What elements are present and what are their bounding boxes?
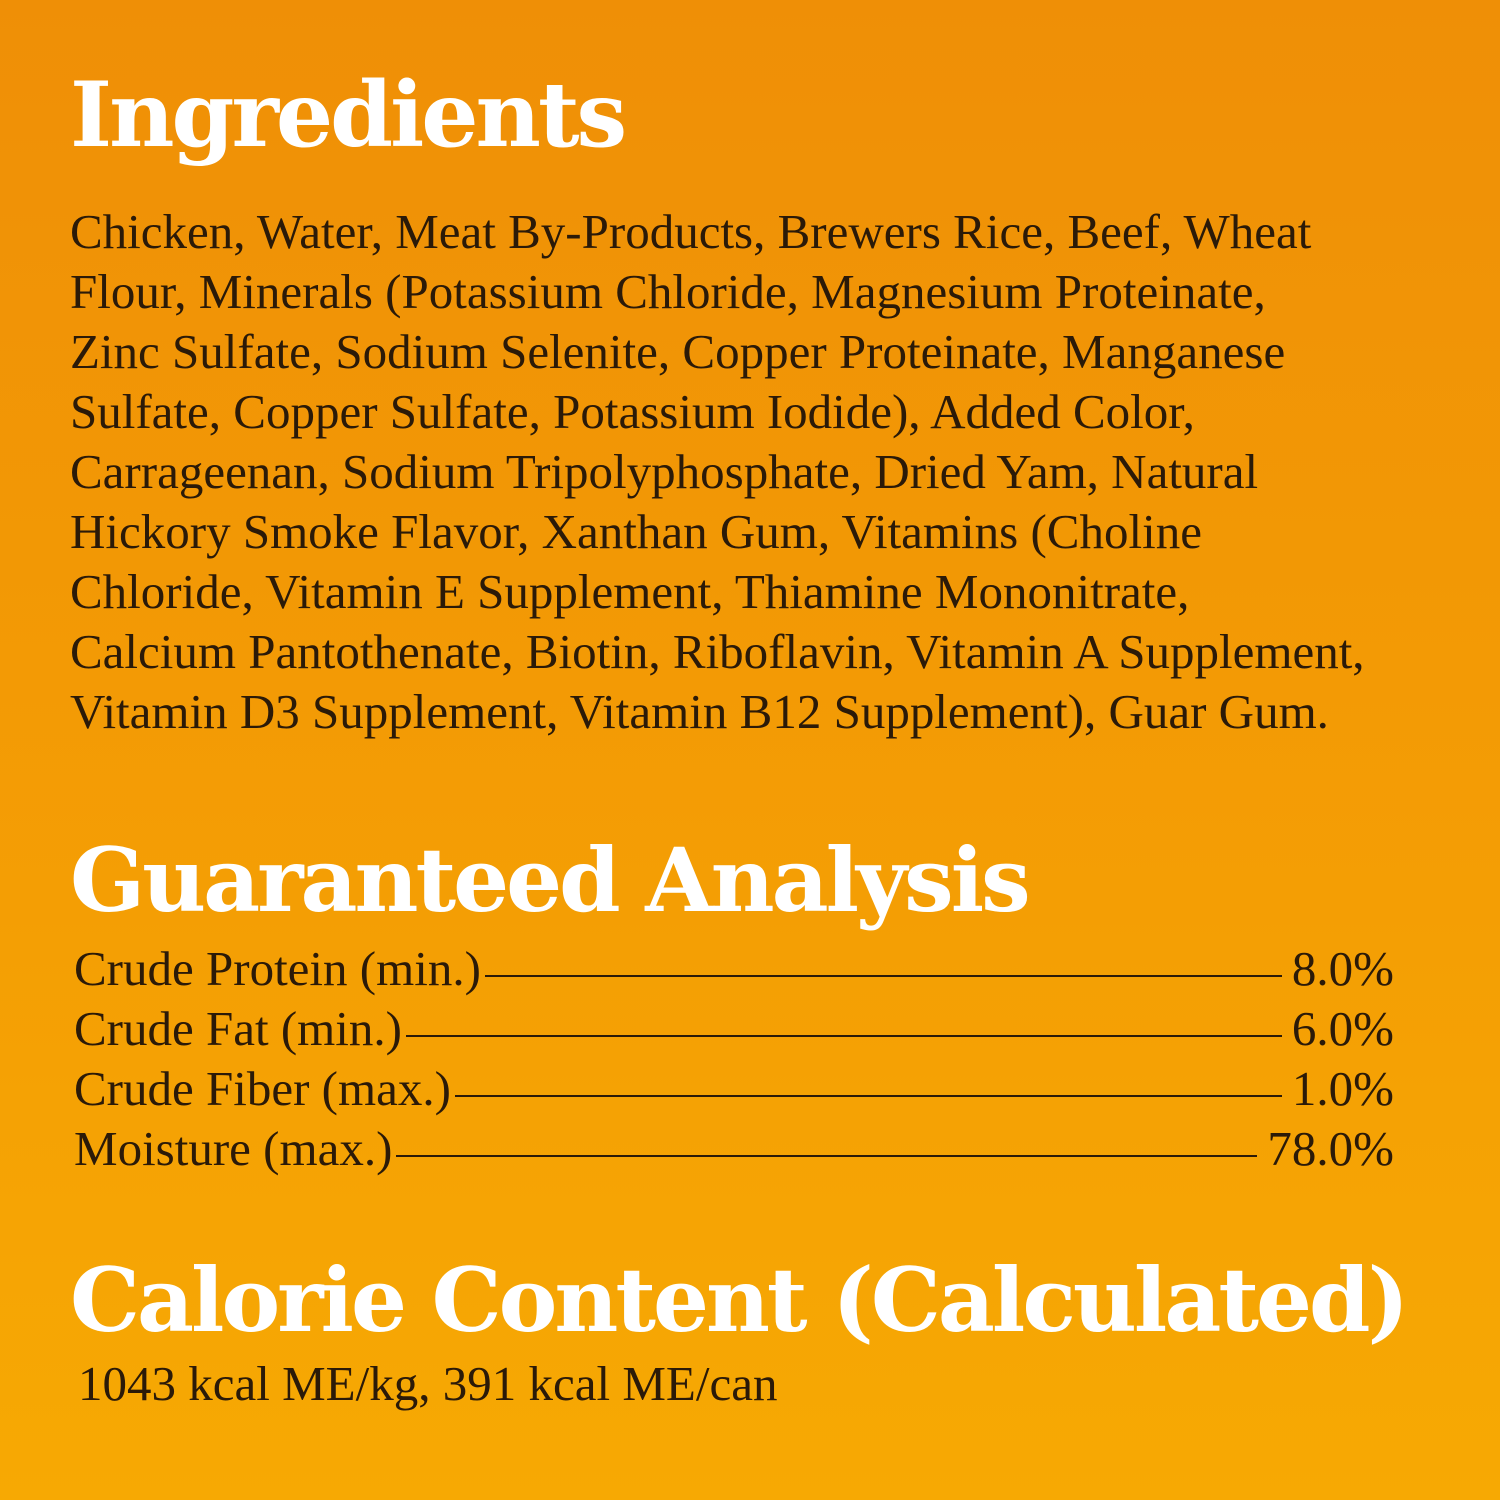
calorie-content-heading: Calorie Content (Calculated) [70, 1248, 1409, 1352]
ingredients-line: Hickory Smoke Flavor, Xanthan Gum, Vitam… [70, 504, 1202, 559]
analysis-label: Moisture (max.) [74, 1121, 393, 1176]
analysis-row: Crude Protein (min.) 8.0% [74, 940, 1394, 1000]
ingredients-line: Sulfate, Copper Sulfate, Potassium Iodid… [70, 384, 1195, 439]
ingredients-line: Carrageenan, Sodium Tripolyphosphate, Dr… [70, 444, 1259, 499]
ingredients-list: Chicken, Water, Meat By-Products, Brewer… [70, 202, 1365, 742]
leader-line [396, 1155, 1258, 1157]
analysis-value: 1.0% [1291, 1061, 1394, 1116]
ingredients-line: Vitamin D3 Supplement, Vitamin B12 Suppl… [70, 684, 1329, 739]
analysis-row: Moisture (max.) 78.0% [74, 1120, 1394, 1180]
analysis-value: 8.0% [1291, 941, 1394, 996]
calorie-content-text: 1043 kcal ME/kg, 391 kcal ME/can [78, 1356, 778, 1411]
ingredients-line: Chicken, Water, Meat By-Products, Brewer… [70, 204, 1312, 259]
guaranteed-analysis-heading: Guaranteed Analysis [70, 828, 1031, 932]
ingredients-line: Calcium Pantothenate, Biotin, Riboflavin… [70, 624, 1365, 679]
analysis-row: Crude Fiber (max.) 1.0% [74, 1060, 1394, 1120]
ingredients-heading: Ingredients [70, 62, 627, 168]
leader-line [454, 1095, 1282, 1097]
leader-line [484, 975, 1282, 977]
analysis-value: 6.0% [1291, 1001, 1394, 1056]
analysis-label: Crude Fat (min.) [74, 1001, 402, 1056]
ingredients-line: Zinc Sulfate, Sodium Selenite, Copper Pr… [70, 324, 1286, 379]
analysis-label: Crude Protein (min.) [74, 941, 481, 996]
leader-line [405, 1035, 1282, 1037]
analysis-label: Crude Fiber (max.) [74, 1061, 451, 1116]
analysis-value: 78.0% [1267, 1121, 1394, 1176]
analysis-row: Crude Fat (min.) 6.0% [74, 1000, 1394, 1060]
ingredients-line: Chloride, Vitamin E Supplement, Thiamine… [70, 564, 1190, 619]
ingredients-line: Flour, Minerals (Potassium Chloride, Mag… [70, 264, 1266, 319]
